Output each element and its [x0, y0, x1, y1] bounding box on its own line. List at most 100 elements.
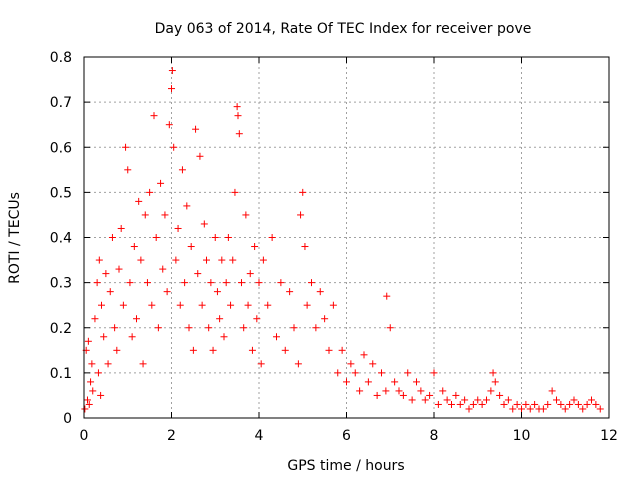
- data-point: [100, 333, 108, 341]
- data-point: [404, 369, 412, 377]
- data-point: [220, 333, 228, 341]
- data-point: [128, 333, 136, 341]
- data-point: [509, 405, 517, 413]
- data-point: [185, 324, 193, 332]
- data-point: [513, 400, 521, 408]
- data-point: [259, 256, 267, 264]
- data-point: [218, 256, 226, 264]
- y-tick-label: 0.8: [50, 50, 72, 66]
- data-point: [119, 301, 127, 309]
- data-point: [299, 188, 307, 196]
- data-point: [211, 234, 219, 241]
- data-point: [421, 396, 429, 404]
- data-point: [244, 301, 252, 309]
- data-point: [281, 346, 289, 354]
- data-point: [391, 378, 399, 386]
- data-point: [94, 369, 102, 377]
- y-tick-label: 0.7: [50, 95, 72, 111]
- data-point: [351, 369, 359, 377]
- data-point: [240, 324, 248, 332]
- data-point: [152, 234, 160, 241]
- data-point: [98, 301, 105, 309]
- data-point: [104, 360, 112, 368]
- data-point: [430, 369, 438, 377]
- data-point: [81, 405, 89, 413]
- data-point: [316, 288, 324, 296]
- data-point: [84, 396, 91, 404]
- data-point: [561, 405, 569, 413]
- data-point: [321, 315, 329, 323]
- data-point: [198, 301, 206, 309]
- data-point: [146, 188, 154, 196]
- y-tick-labels: 0 0.1 0.2 0.3 0.4 0.5 0.6 0.7 0.8: [50, 50, 72, 427]
- data-point: [356, 387, 364, 395]
- data-point: [539, 405, 547, 413]
- data-point: [165, 121, 173, 129]
- data-point: [85, 400, 93, 408]
- data-point: [150, 112, 158, 120]
- data-point: [97, 391, 105, 399]
- data-point: [489, 369, 497, 377]
- data-point: [522, 400, 530, 408]
- x-tick-label: 12: [600, 428, 618, 444]
- data-point: [135, 197, 143, 205]
- data-point: [224, 234, 232, 241]
- data-point: [443, 396, 451, 404]
- data-point: [108, 234, 116, 241]
- data-point: [113, 346, 121, 354]
- data-point: [130, 243, 138, 251]
- data-point: [334, 369, 342, 377]
- data-point: [386, 324, 394, 332]
- y-tick-label: 0.4: [50, 231, 72, 247]
- data-point: [347, 360, 355, 368]
- data-point: [117, 224, 125, 232]
- data-point: [176, 301, 184, 309]
- data-point: [504, 396, 512, 404]
- data-point: [141, 211, 149, 219]
- data-point: [308, 279, 315, 287]
- data-point: [255, 279, 263, 287]
- data-point: [143, 279, 151, 287]
- data-point: [518, 405, 525, 413]
- data-point: [235, 130, 243, 138]
- y-tick-label: 0.5: [50, 185, 72, 201]
- data-point: [574, 400, 582, 408]
- data-point: [106, 288, 114, 296]
- data-point: [229, 256, 237, 264]
- data-point: [200, 220, 208, 228]
- y-tick-label: 0.2: [50, 321, 72, 337]
- data-point: [338, 346, 346, 354]
- data-point: [548, 387, 556, 395]
- data-point: [290, 324, 298, 332]
- x-tick-label: 6: [342, 428, 351, 444]
- data-point: [84, 337, 92, 345]
- data-points: [81, 67, 604, 413]
- data-point: [399, 391, 407, 399]
- data-point: [251, 243, 259, 251]
- data-point: [478, 400, 486, 408]
- data-point: [192, 125, 200, 133]
- y-tick-label: 0: [63, 411, 72, 427]
- data-point: [369, 360, 377, 368]
- data-point: [474, 396, 482, 404]
- data-point: [89, 387, 97, 395]
- data-point: [417, 387, 425, 395]
- data-point: [205, 324, 213, 332]
- data-point: [231, 188, 239, 196]
- data-point: [139, 360, 147, 368]
- data-point: [257, 360, 265, 368]
- data-point: [238, 279, 245, 287]
- data-point: [592, 400, 600, 408]
- data-point: [253, 315, 261, 323]
- data-point: [487, 387, 495, 395]
- data-point: [439, 387, 447, 395]
- data-point: [570, 396, 578, 404]
- data-point: [161, 211, 169, 219]
- x-tick-label: 8: [430, 428, 439, 444]
- data-point: [170, 143, 178, 151]
- data-point: [209, 346, 217, 354]
- data-point: [181, 279, 189, 287]
- data-point: [395, 387, 403, 395]
- data-point: [325, 346, 333, 354]
